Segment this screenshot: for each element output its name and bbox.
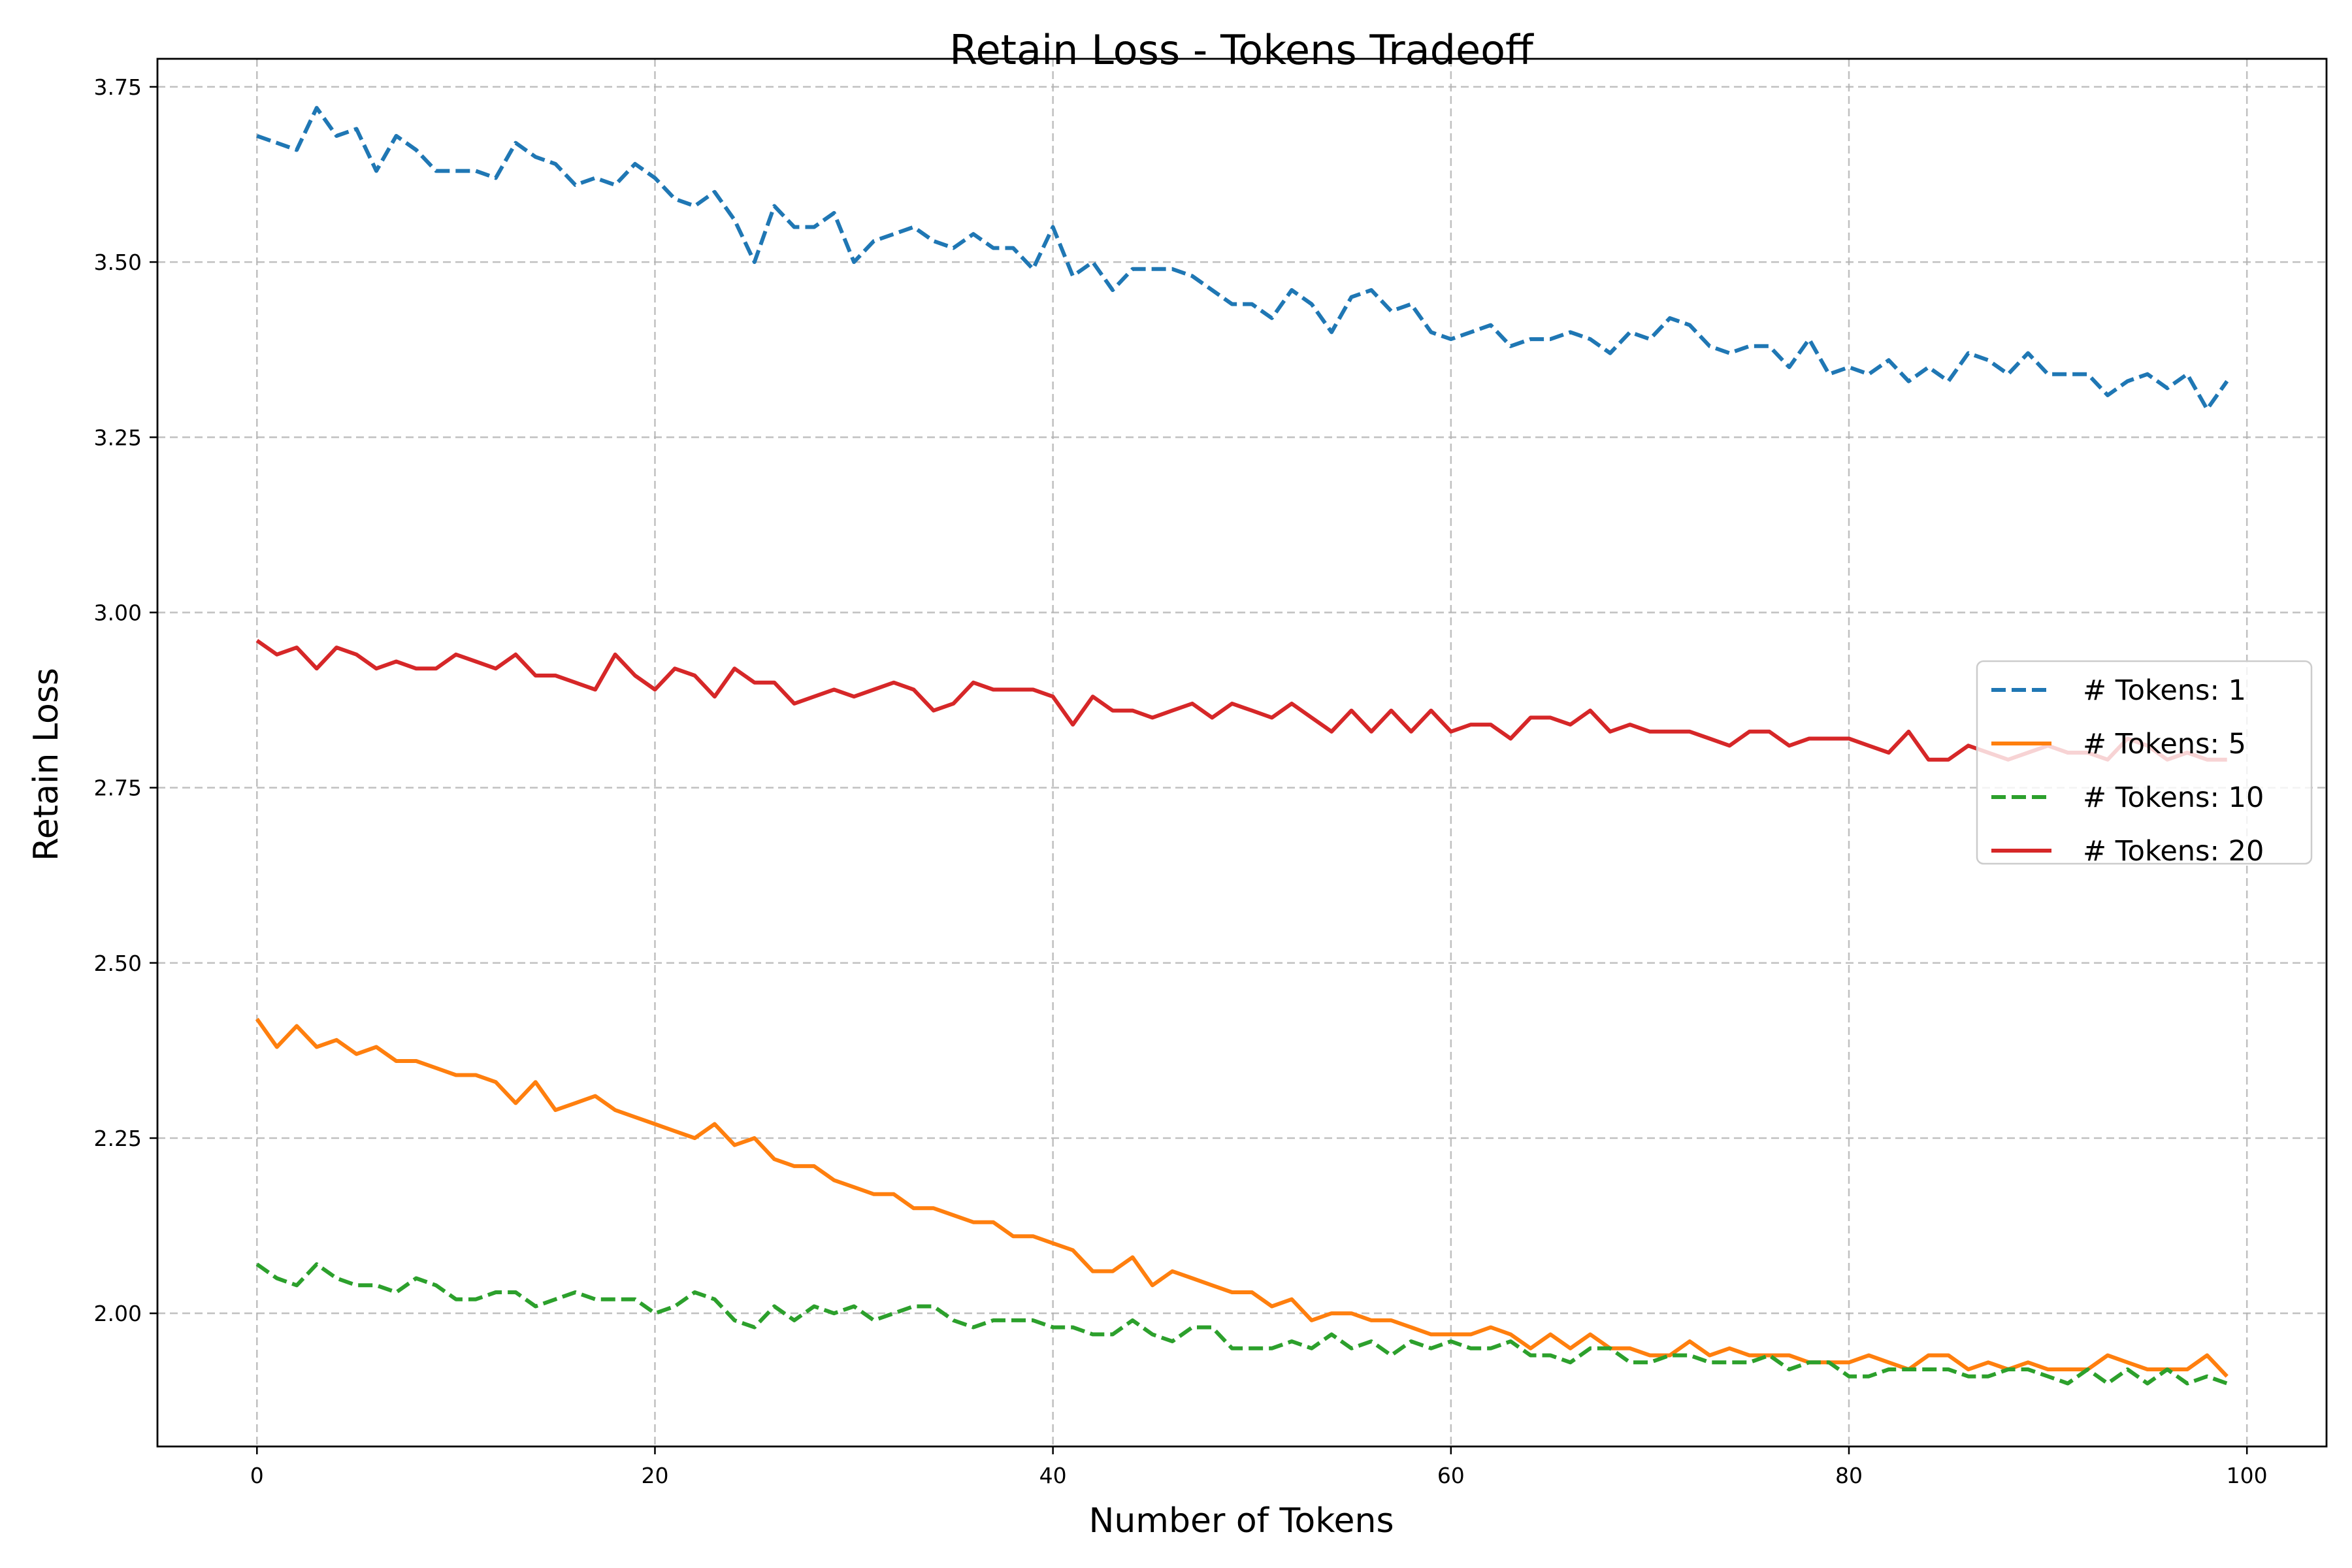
tick-layer: 0 20 40 60 80 100 2.00 2.25 2.50 2.75 3.00 3.25 3.50… [94, 74, 2268, 1488]
legend-label-3: # Tokens: 10 [2083, 781, 2264, 814]
x-tick-label: 80 [1835, 1463, 1863, 1488]
chart-title: Retain Loss - Tokens Tradeoff [949, 26, 1534, 74]
y-tick-label: 3.00 [94, 600, 142, 625]
y-tick-label: 2.50 [94, 951, 142, 976]
series-line-1 [256, 106, 2229, 412]
y-tick-label: 3.25 [94, 425, 142, 450]
series-line-3 [255, 1262, 2228, 1386]
x-tick-label: 20 [641, 1463, 668, 1488]
y-axis-label: Retain Loss [27, 668, 66, 861]
axes-frame [156, 57, 2328, 1448]
y-tick-label: 2.75 [94, 776, 142, 801]
grid-layer [157, 59, 2327, 1446]
y-tick-label: 3.50 [94, 250, 142, 275]
legend-label-4: # Tokens: 20 [2083, 835, 2264, 868]
y-tick-label: 2.00 [94, 1301, 142, 1326]
series-line-4 [255, 638, 2227, 762]
x-tick-label: 60 [1437, 1463, 1465, 1488]
legend-label-2: # Tokens: 5 [2083, 728, 2246, 760]
x-axis-label: Number of Tokens [1088, 1501, 1394, 1541]
x-tick-label: 0 [250, 1463, 264, 1488]
legend: # Tokens: 1 # Tokens: 5 # Tokens: 10 # Toke… [1976, 660, 2313, 868]
legend-label-1: # Tokens: 1 [2083, 674, 2246, 707]
series-layer [255, 106, 2229, 1386]
series-line-2 [255, 1017, 2229, 1378]
y-tick-label: 3.75 [94, 74, 142, 100]
y-tick-label: 2.25 [94, 1126, 142, 1151]
x-tick-label: 40 [1039, 1463, 1067, 1488]
x-tick-label: 100 [2227, 1463, 2268, 1488]
legend-frame [1976, 660, 2313, 865]
